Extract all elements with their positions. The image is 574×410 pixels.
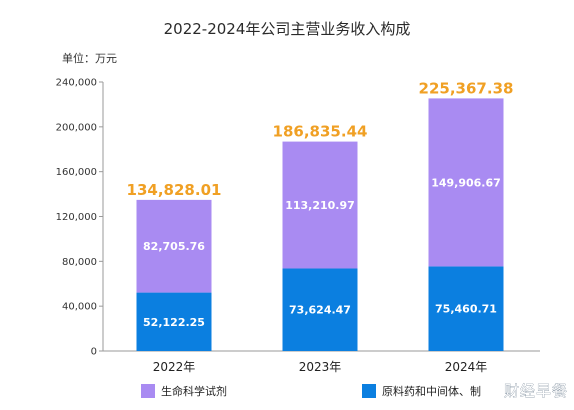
y-tick-label: 160,000 — [56, 167, 97, 178]
watermark-text: 财经早餐 — [504, 382, 568, 400]
y-tick-label: 120,000 — [56, 212, 97, 223]
legend: 生命科学试剂 原料药和中间体、制 — [141, 384, 481, 398]
x-category-label: 2024年 — [445, 360, 488, 374]
y-tick-label: 40,000 — [62, 302, 97, 313]
bar-total-label: 134,828.01 — [127, 181, 222, 199]
bar-total-label: 225,367.38 — [419, 79, 514, 97]
unit-label: 单位：万元 — [62, 51, 117, 65]
bar-segment-label: 149,906.67 — [431, 176, 501, 189]
plot-area: 0 40,000 80,000 120,000 160,000 200,000 240,00… — [56, 78, 540, 374]
bar-segment-label: 73,624.47 — [289, 304, 351, 317]
legend-swatch — [141, 384, 155, 398]
bar-segment — [136, 292, 212, 351]
bar-segment-label: 52,122.25 — [143, 316, 205, 329]
y-tick-label: 240,000 — [56, 78, 97, 89]
bar-segment — [136, 199, 212, 293]
chart-title: 2022-2024年公司主营业务收入构成 — [164, 20, 411, 38]
legend-label: 原料药和中间体、制 — [382, 384, 481, 398]
legend-swatch — [362, 384, 376, 398]
bar-segment — [282, 268, 358, 351]
bar-segment — [282, 141, 358, 269]
bar-segment — [428, 266, 504, 351]
bar-segment — [428, 98, 504, 267]
y-tick-label: 0 — [91, 347, 97, 358]
x-category-label: 2023年 — [299, 360, 342, 374]
legend-label: 生命科学试剂 — [161, 384, 227, 398]
bar-segment-label: 75,460.71 — [435, 303, 497, 316]
y-tick-label: 200,000 — [56, 122, 97, 133]
y-tick-label: 80,000 — [62, 257, 97, 268]
bar-total-label: 186,835.44 — [273, 123, 368, 141]
bar-segment-label: 82,705.76 — [143, 240, 205, 253]
watermark: 财经早餐 — [504, 382, 568, 401]
x-category-label: 2022年 — [153, 360, 196, 374]
bar-segment-label: 113,210.97 — [285, 199, 355, 212]
